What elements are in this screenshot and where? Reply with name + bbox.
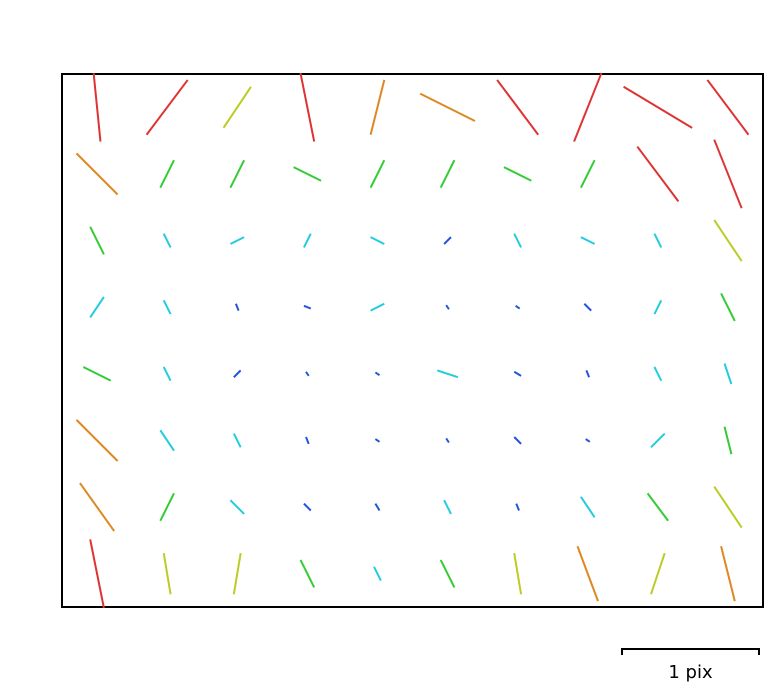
residual-vector — [576, 545, 599, 602]
frame — [61, 73, 764, 608]
residual-vector — [75, 419, 119, 462]
residual-vector — [713, 139, 743, 209]
residual-vector — [374, 503, 381, 512]
residual-vector — [229, 159, 245, 189]
residual-vector — [436, 369, 459, 379]
residual-vector — [720, 293, 736, 322]
residual-vector — [443, 236, 452, 245]
residual-vector — [234, 303, 240, 311]
residual-vector — [515, 503, 520, 511]
residual-vector — [580, 236, 596, 245]
residual-vector — [723, 426, 733, 455]
residual-vector — [585, 370, 591, 378]
residual-vector — [439, 559, 456, 588]
residual-vector — [303, 502, 312, 512]
residual-vector — [369, 159, 386, 189]
residual-vector — [623, 85, 693, 129]
residual-vector — [159, 429, 175, 452]
residual-vector — [513, 552, 523, 595]
residual-vector — [445, 304, 450, 310]
residual-vector — [513, 436, 522, 445]
residual-vector — [373, 566, 382, 581]
residual-vector — [583, 303, 592, 312]
residual-vector — [374, 371, 381, 377]
residual-vector — [75, 152, 119, 196]
residual-vector — [162, 552, 172, 595]
residual-vector — [503, 166, 532, 182]
residual-vector — [293, 166, 322, 182]
residual-vector — [713, 219, 743, 262]
residual-vector — [162, 233, 172, 248]
residual-vector — [159, 159, 175, 189]
residual-vector — [580, 159, 596, 189]
residual-vector — [646, 492, 669, 522]
residual-vector — [573, 72, 603, 142]
residual-vector — [496, 79, 540, 136]
residual-vector — [232, 433, 242, 448]
residual-vector — [303, 233, 312, 248]
residual-vector — [706, 79, 750, 136]
residual-vector — [636, 145, 680, 202]
residual-vector — [374, 438, 381, 443]
residual-vector — [653, 233, 663, 248]
residual-vector — [419, 92, 476, 122]
residual-vector — [229, 236, 245, 245]
residual-vector — [580, 496, 596, 518]
residual-vector — [159, 492, 175, 522]
residual-vector — [303, 304, 312, 310]
residual-vector — [305, 371, 310, 377]
residual-vector — [513, 370, 522, 377]
scale-bar — [621, 648, 760, 655]
residual-vector — [89, 539, 105, 609]
residual-vector — [515, 304, 521, 310]
residual-vector — [162, 366, 172, 382]
residual-vector — [82, 366, 112, 382]
residual-vector — [79, 482, 115, 532]
residual-vector — [653, 366, 663, 382]
residual-vector — [233, 369, 242, 378]
residual-vector — [229, 499, 245, 515]
residual-vector — [723, 363, 733, 385]
residual-vector — [513, 233, 522, 248]
residual-vector — [162, 299, 172, 315]
residual-vector — [650, 432, 666, 448]
residual-vector — [443, 499, 452, 515]
residual-vector — [369, 79, 386, 135]
residual-vector — [653, 299, 663, 315]
residual-vector — [370, 236, 385, 245]
residual-vector — [92, 72, 102, 142]
residual-vector — [222, 86, 252, 129]
residual-vector — [89, 296, 105, 319]
residual-vector — [439, 159, 456, 189]
residual-vector — [370, 302, 385, 312]
residual-vector — [299, 72, 316, 142]
residual-vector — [305, 436, 310, 445]
scale-label: 1 pix — [668, 662, 713, 683]
residual-vector — [145, 79, 189, 136]
residual-vector — [299, 559, 316, 588]
residual-vector — [232, 552, 242, 595]
residual-vector — [445, 437, 450, 444]
residual-vector — [720, 546, 736, 602]
residual-vector — [89, 226, 105, 255]
residual-vector — [713, 485, 743, 529]
residual-vector — [650, 552, 666, 595]
residual-vector — [585, 438, 591, 443]
